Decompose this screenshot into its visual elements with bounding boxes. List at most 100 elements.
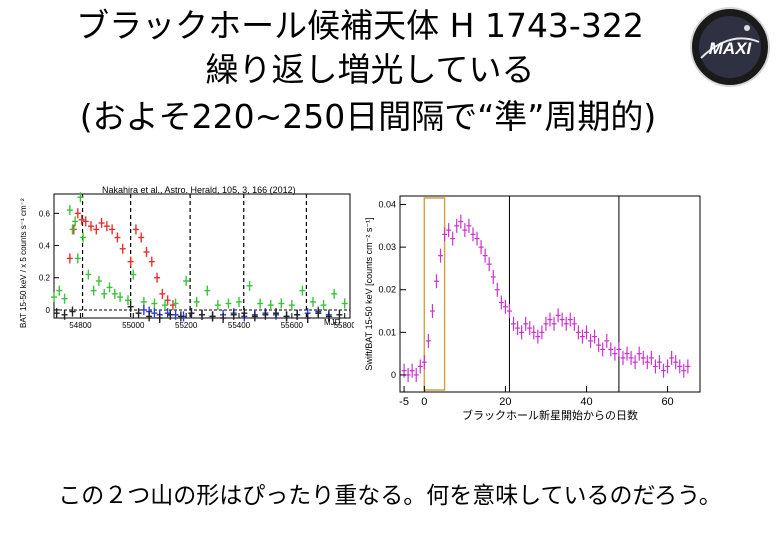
left-point-black-12 [220,313,227,323]
right-point-43 [575,325,581,340]
left-point-green-25 [214,300,221,311]
right-point-54 [620,350,626,365]
right-point-62 [652,359,658,374]
left-point-red-0 [66,253,73,264]
left-point-green-17 [130,269,137,280]
logo-text: MAXI [709,39,753,58]
left-point-green-7 [77,192,84,203]
right-point-60 [644,355,650,370]
left-point-green-34 [310,296,316,307]
left-x-tick-label-2: 55200 [175,321,198,330]
right-point-16 [466,218,472,233]
right-vertical-lines [508,196,620,392]
right-point-13 [454,218,460,233]
left-point-red-4 [82,216,89,227]
left-point-black-2 [69,306,76,317]
left-point-black-16 [262,309,269,320]
left-point-black-21 [315,308,322,319]
right-point-66 [669,350,675,365]
left-point-black-5 [146,311,153,322]
left-point-black-9 [188,308,195,319]
right-data-points [401,214,691,382]
left-point-black-7 [167,309,174,320]
right-x-tick-label-1: 0 [421,396,427,408]
right-point-36 [547,312,553,327]
right-point-28 [515,321,521,336]
right-point-11 [446,223,452,238]
right-plot-frame [399,195,701,393]
right-point-24 [498,295,504,310]
right-point-35 [543,316,549,331]
right-point-1 [405,367,411,382]
left-point-blue-5 [172,309,179,320]
left-point-green-16 [125,295,131,306]
right-point-7 [429,304,435,319]
right-point-59 [640,350,646,365]
left-point-green-10 [90,285,97,296]
left-point-green-36 [331,288,338,299]
right-point-42 [571,316,577,331]
left-x-tick-label-5: 55800 [334,321,354,330]
right-point-51 [608,342,614,357]
right-y-tick-label-4: 0.04 [378,200,396,210]
right-point-5 [421,355,427,370]
left-point-black-18 [283,311,290,322]
left-y-tick-label-0: 0 [46,306,51,315]
left-point-green-26 [225,298,232,309]
right-point-20 [482,248,488,263]
left-point-green-14 [111,288,118,299]
right-point-50 [604,333,610,348]
left-point-black-23 [336,309,343,320]
left-point-green-9 [85,269,92,280]
right-point-44 [579,329,585,344]
left-point-black-3 [127,301,134,312]
left-point-red-3 [78,214,85,225]
right-point-26 [506,304,512,319]
left-plot-frame [53,193,351,319]
right-point-3 [413,367,419,382]
right-y-tick-label-2: 0.02 [378,285,396,295]
left-point-red-15 [143,246,150,257]
right-point-69 [681,363,687,378]
slide-title-line-1: ブラックホール候補天体 H 1743-322 [76,6,644,45]
left-point-green-4 [69,224,76,235]
left-point-green-15 [117,292,124,303]
left-outburst-markers [54,194,350,318]
right-point-57 [632,355,638,370]
left-point-black-4 [135,308,142,319]
right-point-46 [588,333,594,348]
right-point-61 [648,350,654,365]
right-x-tick-label-0: -5 [399,396,409,408]
right-point-47 [592,329,598,344]
left-point-black-20 [304,313,311,323]
left-point-black-8 [177,311,184,322]
left-point-green-13 [106,282,113,293]
right-point-38 [555,308,561,323]
right-point-23 [494,282,500,297]
right-point-9 [438,248,444,263]
left-point-black-19 [294,309,301,320]
slide-title-line-2: 繰り返し増光している [205,50,535,89]
right-point-21 [486,257,492,272]
right-point-58 [636,346,642,361]
left-point-green-35 [320,300,327,311]
right-point-25 [502,299,508,314]
left-point-red-9 [109,224,116,235]
right-point-67 [673,355,679,370]
right-point-15 [462,223,468,238]
left-point-red-14 [138,232,145,243]
left-point-green-37 [341,298,348,309]
right-point-30 [523,316,529,331]
left-y-tick-label-1: 0.2 [39,274,51,283]
right-point-53 [616,342,622,357]
left-point-green-5 [72,216,79,227]
right-point-33 [535,329,541,344]
left-x-ticks: 54800 55000 55200 55400 55600 55800 [69,313,354,330]
right-point-55 [624,346,630,361]
left-point-red-17 [154,272,161,283]
right-point-17 [470,227,476,242]
right-y-tick-label-1: 0.01 [378,327,396,337]
right-point-10 [442,227,448,242]
left-x-tick-label-4: 55600 [281,321,304,330]
left-point-black-11 [209,311,216,322]
